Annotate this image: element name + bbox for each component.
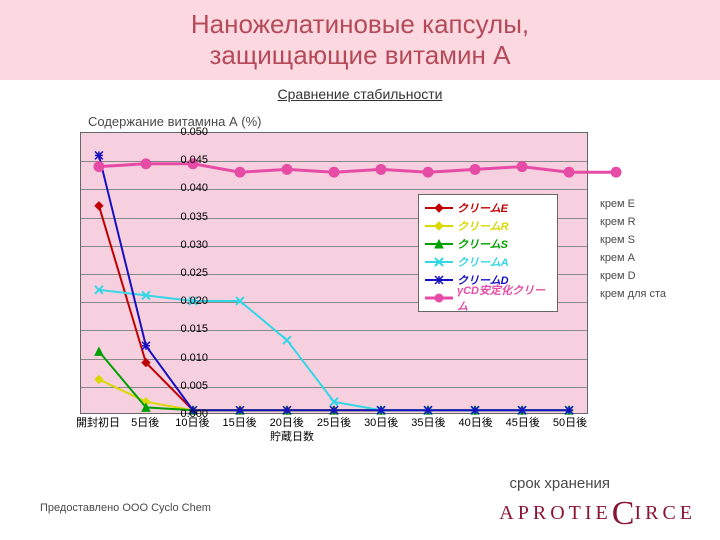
marker-CD [329, 167, 339, 177]
legend-row-R: クリームR [425, 217, 551, 235]
chart: Содержание витамина А (%) 0.0000.0050.01… [0, 114, 720, 474]
x-tick: 10日後 [175, 414, 209, 430]
y-tick: 0.005 [172, 380, 208, 392]
marker-D [142, 342, 150, 350]
legend-label-E: クリームE [457, 200, 508, 216]
y-tick: 0.010 [172, 352, 208, 364]
marker-R [95, 375, 103, 383]
footer: Предоставлено ООО Cyclo Chem срок хранен… [0, 492, 720, 532]
legend-swatch-S [425, 237, 453, 251]
y-tick: 0.045 [172, 154, 208, 166]
y-tick: 0.020 [172, 295, 208, 307]
marker-D [330, 406, 338, 414]
legend-ext-S: крем S [600, 234, 635, 246]
x-tick: 5日後 [131, 414, 159, 430]
marker-D [236, 406, 244, 414]
y-tick: 0.040 [172, 182, 208, 194]
marker-D [565, 406, 573, 414]
y-tick: 0.015 [172, 323, 208, 335]
marker-D [95, 151, 103, 159]
legend-swatch-R [425, 219, 453, 233]
logo-big-c: C [612, 495, 635, 532]
legend-label-A: クリームA [457, 254, 509, 270]
legend-swatch-CD [425, 291, 453, 305]
legend-swatch-E [425, 201, 453, 215]
marker-D [283, 406, 291, 414]
subtitle-text: Сравнение стабильности [278, 86, 443, 102]
title-line2: защищающие витамин А [210, 40, 511, 71]
legend-ext-D: крем D [600, 270, 636, 282]
legend-swatch-A [425, 255, 453, 269]
y-tick: 0.025 [172, 267, 208, 279]
marker-CD [235, 167, 245, 177]
marker-CD [141, 159, 151, 169]
header-band: Наножелатиновые капсулы, защищающие вита… [0, 0, 720, 80]
logo-part1: APROTIE [499, 502, 611, 524]
legend-swatch-D [425, 273, 453, 287]
marker-CD [94, 162, 104, 172]
marker-CD [470, 164, 480, 174]
marker-A [283, 336, 291, 344]
y-tick: 0.050 [172, 126, 208, 138]
x-tick: 45日後 [506, 414, 540, 430]
x-tick: 開封初日 [76, 414, 120, 430]
subtitle: Сравнение стабильности [0, 86, 720, 104]
y-tick: 0.035 [172, 211, 208, 223]
logo-part2: IRCE [634, 502, 696, 524]
legend-label-S: クリームS [457, 236, 508, 252]
marker-S [95, 347, 103, 355]
logo: APROTIECIRCE [499, 490, 696, 528]
title-line1: Наножелатиновые капсулы, [191, 9, 529, 40]
legend-label-R: クリームR [457, 218, 509, 234]
legend: クリームEクリームRクリームSクリームAクリームDγCD安定化クリーム [418, 194, 558, 312]
marker-CD [564, 167, 574, 177]
legend-row-CD: γCD安定化クリーム [425, 289, 551, 307]
marker-D [518, 406, 526, 414]
x-tick: 35日後 [411, 414, 445, 430]
marker-CD [282, 164, 292, 174]
legend-ext-CD: крем для ста [600, 288, 666, 300]
legend-ext-E: крем E [600, 198, 635, 210]
marker-D [377, 406, 385, 414]
marker-E [95, 202, 103, 210]
provided-by: Предоставлено ООО Cyclo Chem [40, 502, 211, 514]
marker-D [471, 406, 479, 414]
marker-CD [517, 162, 527, 172]
legend-ext-A: крем A [600, 252, 635, 264]
x-tick: 25日後 [317, 414, 351, 430]
marker-CD [423, 167, 433, 177]
marker-CD [611, 167, 621, 177]
x-tick: 40日後 [458, 414, 492, 430]
marker-D [424, 406, 432, 414]
legend-row-E: クリームE [425, 199, 551, 217]
marker-CD [376, 164, 386, 174]
legend-label-CD: γCD安定化クリーム [457, 282, 551, 314]
x-tick: 15日後 [222, 414, 256, 430]
legend-ext-R: крем R [600, 216, 636, 228]
legend-row-A: クリームA [425, 253, 551, 271]
y-tick: 0.030 [172, 239, 208, 251]
legend-row-S: クリームS [425, 235, 551, 253]
x-tick: 50日後 [553, 414, 587, 430]
x-axis-label-jp: 貯蔵日数 [270, 428, 314, 444]
x-tick: 30日後 [364, 414, 398, 430]
